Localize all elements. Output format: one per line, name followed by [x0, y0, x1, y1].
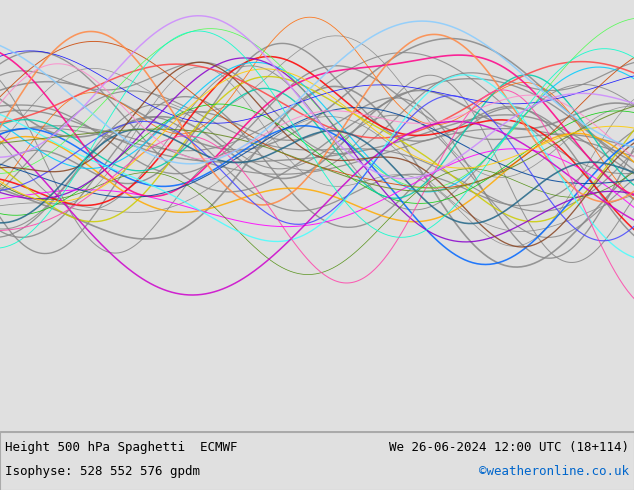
- Text: We 26-06-2024 12:00 UTC (18+114): We 26-06-2024 12:00 UTC (18+114): [389, 441, 629, 454]
- Text: ©weatheronline.co.uk: ©weatheronline.co.uk: [479, 465, 629, 478]
- Text: Height 500 hPa Spaghetti  ECMWF: Height 500 hPa Spaghetti ECMWF: [5, 441, 238, 454]
- Text: Isophyse: 528 552 576 gpdm: Isophyse: 528 552 576 gpdm: [5, 465, 200, 478]
